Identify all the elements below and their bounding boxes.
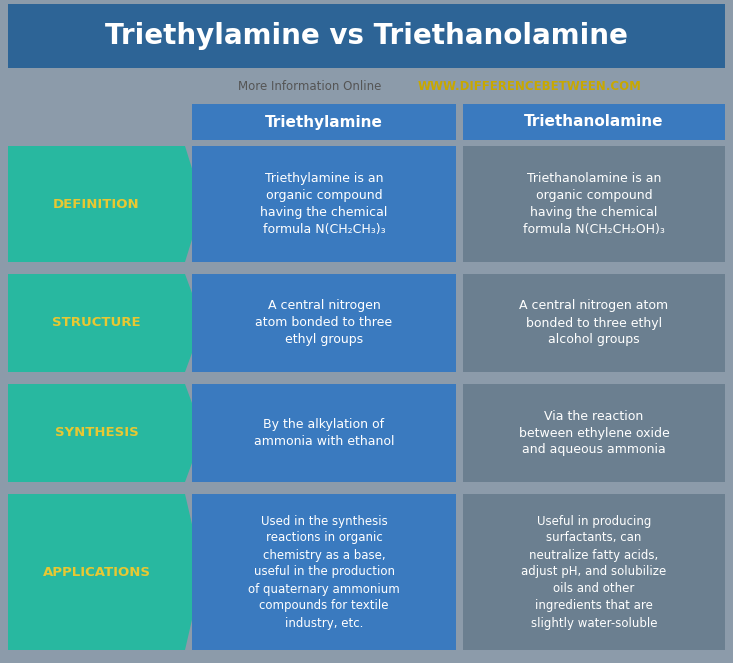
- FancyBboxPatch shape: [192, 104, 456, 140]
- Text: Useful in producing
surfactants, can
neutralize fatty acids,
adjust pH, and solu: Useful in producing surfactants, can neu…: [521, 514, 666, 629]
- Text: A central nitrogen
atom bonded to three
ethyl groups: A central nitrogen atom bonded to three …: [255, 300, 393, 347]
- Polygon shape: [8, 384, 203, 482]
- Text: More Information Online: More Information Online: [238, 80, 382, 93]
- Text: STRUCTURE: STRUCTURE: [52, 316, 141, 330]
- Text: Used in the synthesis
reactions in organic
chemistry as a base,
useful in the pr: Used in the synthesis reactions in organ…: [248, 514, 400, 629]
- FancyBboxPatch shape: [192, 274, 456, 372]
- Text: DEFINITION: DEFINITION: [54, 198, 140, 210]
- FancyBboxPatch shape: [463, 384, 725, 482]
- Text: APPLICATIONS: APPLICATIONS: [43, 566, 150, 579]
- FancyBboxPatch shape: [8, 4, 725, 68]
- Text: Triethylamine is an
organic compound
having the chemical
formula N(CH₂CH₃)₃: Triethylamine is an organic compound hav…: [260, 172, 388, 236]
- Text: A central nitrogen atom
bonded to three ethyl
alcohol groups: A central nitrogen atom bonded to three …: [520, 300, 668, 347]
- Text: Via the reaction
between ethylene oxide
and aqueous ammonia: Via the reaction between ethylene oxide …: [519, 410, 669, 457]
- FancyBboxPatch shape: [192, 384, 456, 482]
- FancyBboxPatch shape: [192, 494, 456, 650]
- Polygon shape: [8, 146, 203, 262]
- Text: Triethylamine vs Triethanolamine: Triethylamine vs Triethanolamine: [105, 22, 628, 50]
- Text: By the alkylation of
ammonia with ethanol: By the alkylation of ammonia with ethano…: [254, 418, 394, 448]
- Text: WWW.DIFFERENCEBETWEEN.COM: WWW.DIFFERENCEBETWEEN.COM: [418, 80, 642, 93]
- Text: Triethanolamine is an
organic compound
having the chemical
formula N(CH₂CH₂OH)₃: Triethanolamine is an organic compound h…: [523, 172, 665, 236]
- FancyBboxPatch shape: [463, 494, 725, 650]
- FancyBboxPatch shape: [463, 146, 725, 262]
- Polygon shape: [8, 494, 203, 650]
- Polygon shape: [8, 274, 203, 372]
- FancyBboxPatch shape: [463, 274, 725, 372]
- Text: Triethylamine: Triethylamine: [265, 115, 383, 129]
- FancyBboxPatch shape: [192, 146, 456, 262]
- FancyBboxPatch shape: [463, 104, 725, 140]
- Text: Triethanolamine: Triethanolamine: [524, 115, 664, 129]
- Text: SYNTHESIS: SYNTHESIS: [55, 426, 139, 440]
